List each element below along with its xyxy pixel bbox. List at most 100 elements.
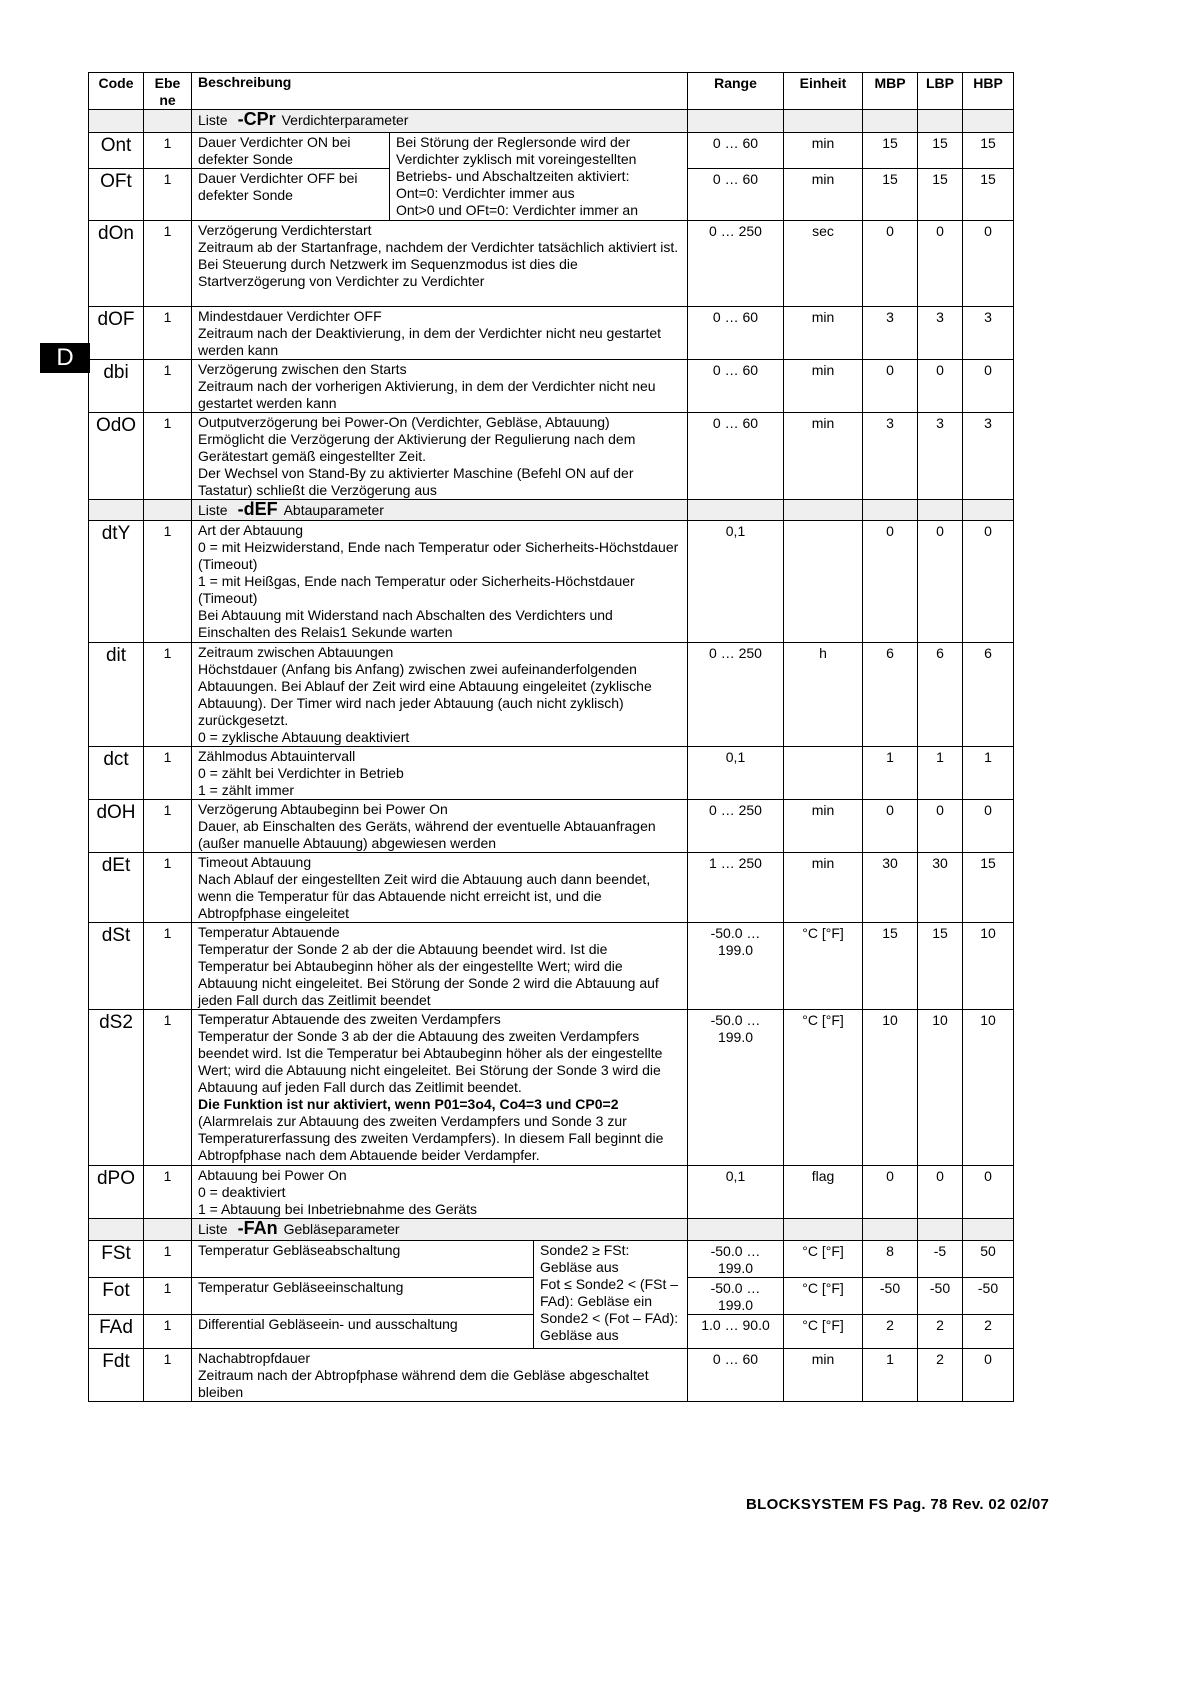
value-hbp: -50 [962, 1277, 1014, 1315]
param-code: dit [88, 642, 144, 747]
param-unit: °C [°F] [783, 1009, 863, 1166]
param-range: 1.0 … 90.0 [687, 1314, 784, 1349]
value-lbp: 10 [917, 1009, 963, 1166]
param-unit: min [783, 799, 863, 853]
table-row: dOn 1 Verzögerung Verdichterstart Zeitraum… [88, 220, 1014, 307]
header-ebene: Ebe ne [143, 72, 192, 110]
param-unit: min [783, 168, 863, 221]
value-hbp: 10 [962, 1009, 1014, 1166]
value-hbp: 10 [962, 922, 1014, 1010]
table-row: dSt 1 Temperatur Abtauende Temperatur der … [88, 922, 1014, 1010]
section-tab-d: D [40, 343, 90, 373]
param-ebene: 1 [143, 132, 192, 169]
empty-cell [143, 499, 192, 521]
empty-cell [862, 109, 918, 133]
empty-cell [962, 109, 1014, 133]
param-unit: °C [°F] [783, 1240, 863, 1278]
section-row: Liste -CPr Verdichterparameter [88, 109, 1014, 133]
section-label: Liste [198, 1221, 228, 1237]
value-mbp: 15 [862, 132, 918, 169]
param-ebene: 1 [143, 1165, 192, 1219]
value-mbp: 0 [862, 359, 918, 413]
param-description: Differential Gebläseein- und ausschaltun… [191, 1314, 534, 1349]
value-lbp: -5 [917, 1240, 963, 1278]
param-range: 0,1 [687, 746, 784, 800]
param-unit [783, 746, 863, 800]
param-ebene: 1 [143, 1277, 192, 1315]
value-hbp: 3 [962, 306, 1014, 360]
empty-cell [962, 1218, 1014, 1241]
value-lbp: 1 [917, 746, 963, 800]
param-code: Fot [88, 1277, 144, 1315]
param-range: -50.0 … 199.0 [687, 1277, 784, 1315]
header-range: Range [687, 72, 784, 110]
empty-cell [88, 499, 144, 521]
section-title: Liste -FAn Gebläseparameter [191, 1218, 688, 1241]
param-ebene: 1 [143, 746, 192, 800]
value-mbp: 0 [862, 1165, 918, 1219]
param-description: Dauer Verdichter OFF bei defekter Sonde [191, 168, 390, 221]
value-hbp: 0 [962, 1348, 1014, 1402]
param-unit: min [783, 412, 863, 500]
param-code: dct [88, 746, 144, 800]
param-description: Nachabtropfdauer Zeitraum nach der Abtro… [191, 1348, 688, 1402]
param-ebene: 1 [143, 359, 192, 413]
description-text-after: (Alarmrelais zur Abtauung des zweiten Ve… [198, 1113, 664, 1163]
param-ebene: 1 [143, 1348, 192, 1402]
empty-cell [88, 109, 144, 133]
table-row: dEt 1 Timeout Abtauung Nach Ablauf der ein… [88, 852, 1014, 923]
header-row: Code Ebe ne Beschreibung Range Einheit M… [88, 72, 1014, 110]
value-mbp: 1 [862, 746, 918, 800]
empty-cell [783, 499, 863, 521]
value-hbp: 3 [962, 412, 1014, 500]
param-range: 0 … 250 [687, 220, 784, 307]
param-unit: °C [°F] [783, 922, 863, 1010]
parameter-table: Code Ebe ne Beschreibung Range Einheit M… [88, 72, 1014, 1402]
param-range: 0 … 60 [687, 1348, 784, 1402]
param-ebene: 1 [143, 412, 192, 500]
param-unit: min [783, 1348, 863, 1402]
param-range: -50.0 … 199.0 [687, 1009, 784, 1166]
param-description: Temperatur Gebläseabschaltung [191, 1240, 534, 1278]
param-code: Fdt [88, 1348, 144, 1402]
section-name: Verdichterparameter [281, 112, 409, 128]
param-ebene: 1 [143, 922, 192, 1010]
param-code: dS2 [88, 1009, 144, 1166]
empty-cell [862, 499, 918, 521]
empty-cell [143, 1218, 192, 1241]
empty-cell [962, 499, 1014, 521]
param-unit: min [783, 306, 863, 360]
param-ebene: 1 [143, 306, 192, 360]
param-range: -50.0 … 199.0 [687, 922, 784, 1010]
param-ebene: 1 [143, 168, 192, 221]
value-mbp: 10 [862, 1009, 918, 1166]
param-code: OFt [88, 168, 144, 221]
param-range: 0 … 60 [687, 132, 784, 169]
value-lbp: 6 [917, 642, 963, 747]
param-ebene: 1 [143, 1009, 192, 1166]
param-range: -50.0 … 199.0 [687, 1240, 784, 1278]
value-mbp: 2 [862, 1314, 918, 1349]
param-ebene: 1 [143, 799, 192, 853]
value-lbp: 3 [917, 306, 963, 360]
param-ebene: 1 [143, 642, 192, 747]
shared-note: Sonde2 ≥ FSt: Gebläse aus Fot ≤ Sonde2 <… [533, 1240, 688, 1349]
table-row: Fdt 1 Nachabtropfdauer Zeitraum nach der A… [88, 1348, 1014, 1402]
param-range: 1 … 250 [687, 852, 784, 923]
section-code: -FAn [237, 1218, 278, 1238]
param-code: FSt [88, 1240, 144, 1278]
param-description: Verzögerung zwischen den Starts Zeitraum… [191, 359, 688, 413]
param-code: dtY [88, 520, 144, 643]
section-title: Liste -dEF Abtauparameter [191, 499, 688, 521]
param-description: Mindestdauer Verdichter OFF Zeitraum nac… [191, 306, 688, 360]
param-unit: min [783, 852, 863, 923]
param-range: 0 … 60 [687, 306, 784, 360]
header-einheit: Einheit [783, 72, 863, 110]
value-lbp: 0 [917, 799, 963, 853]
param-description: Temperatur Abtauende des zweiten Verdamp… [191, 1009, 688, 1166]
param-description: Verzögerung Abtaubeginn bei Power On Dau… [191, 799, 688, 853]
param-unit: min [783, 359, 863, 413]
value-lbp: 15 [917, 132, 963, 169]
param-code: dbi [88, 359, 144, 413]
section-label: Liste [198, 502, 228, 518]
